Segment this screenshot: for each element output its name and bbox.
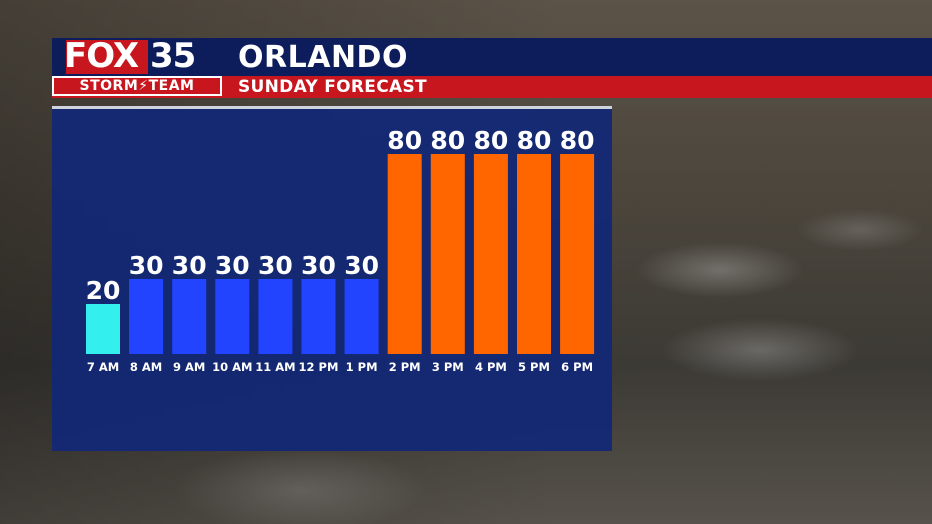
bar-value-label: 80 bbox=[474, 126, 509, 155]
bar-time-label: 6 PM bbox=[561, 360, 593, 374]
bar-value-label: 30 bbox=[215, 251, 250, 280]
bar-7-am bbox=[86, 304, 120, 354]
fox35-storm-team-logo: FOX 35 STORM⚡TEAM bbox=[52, 36, 222, 98]
bar-value-label: 30 bbox=[301, 251, 336, 280]
bar-time-label: 9 AM bbox=[173, 360, 205, 374]
bar-time-label: 11 AM bbox=[255, 360, 295, 374]
bar-time-label: 2 PM bbox=[389, 360, 421, 374]
bar-time-label: 8 AM bbox=[130, 360, 162, 374]
logo-fox-text: FOX bbox=[64, 36, 139, 76]
rain-chance-bar-chart: 20 7 AM 30 8 AM 30 9 AM 30 10 AM 30 11 AM 30 12 PM 3… bbox=[86, 126, 595, 374]
header-subtitle-bar bbox=[52, 76, 932, 98]
bar-5-pm bbox=[517, 154, 551, 354]
bar-time-label: 5 PM bbox=[518, 360, 550, 374]
bar-value-label: 30 bbox=[129, 251, 164, 280]
bar-10-am bbox=[215, 279, 250, 354]
bar-4-pm bbox=[473, 154, 508, 354]
bar-value-label: 80 bbox=[517, 126, 552, 155]
bar-12-pm bbox=[301, 279, 336, 354]
bar-time-label: 3 PM bbox=[432, 360, 464, 374]
bar-2-pm bbox=[387, 154, 422, 354]
bar-time-label: 12 PM bbox=[299, 360, 339, 374]
bar-time-label: 7 AM bbox=[87, 360, 119, 374]
bar-value-label: 20 bbox=[86, 276, 121, 305]
bar-value-label: 30 bbox=[172, 251, 207, 280]
logo-channel-number: 35 bbox=[150, 36, 196, 76]
bar-value-label: 80 bbox=[560, 126, 595, 155]
forecast-subtitle: SUNDAY FORECAST bbox=[238, 77, 427, 97]
bar-value-label: 80 bbox=[387, 126, 422, 155]
bar-6-pm bbox=[560, 154, 595, 354]
bar-value-label: 30 bbox=[344, 251, 379, 280]
bar-value-label: 80 bbox=[430, 126, 465, 155]
bar-time-label: 10 AM bbox=[212, 360, 252, 374]
bar-11-am bbox=[258, 279, 293, 354]
header-title-bar bbox=[52, 38, 932, 76]
logo-storm-team: STORM⚡TEAM bbox=[52, 76, 222, 96]
bar-value-label: 30 bbox=[258, 251, 293, 280]
bar-3-pm bbox=[430, 154, 465, 354]
bar-time-label: 4 PM bbox=[475, 360, 507, 374]
location-title: ORLANDO bbox=[238, 40, 408, 75]
bar-9-am bbox=[172, 279, 207, 354]
bar-8-am bbox=[129, 279, 164, 354]
bar-1-pm bbox=[344, 279, 379, 354]
logo-fox-background bbox=[66, 40, 148, 74]
bar-time-label: 1 PM bbox=[346, 360, 378, 374]
